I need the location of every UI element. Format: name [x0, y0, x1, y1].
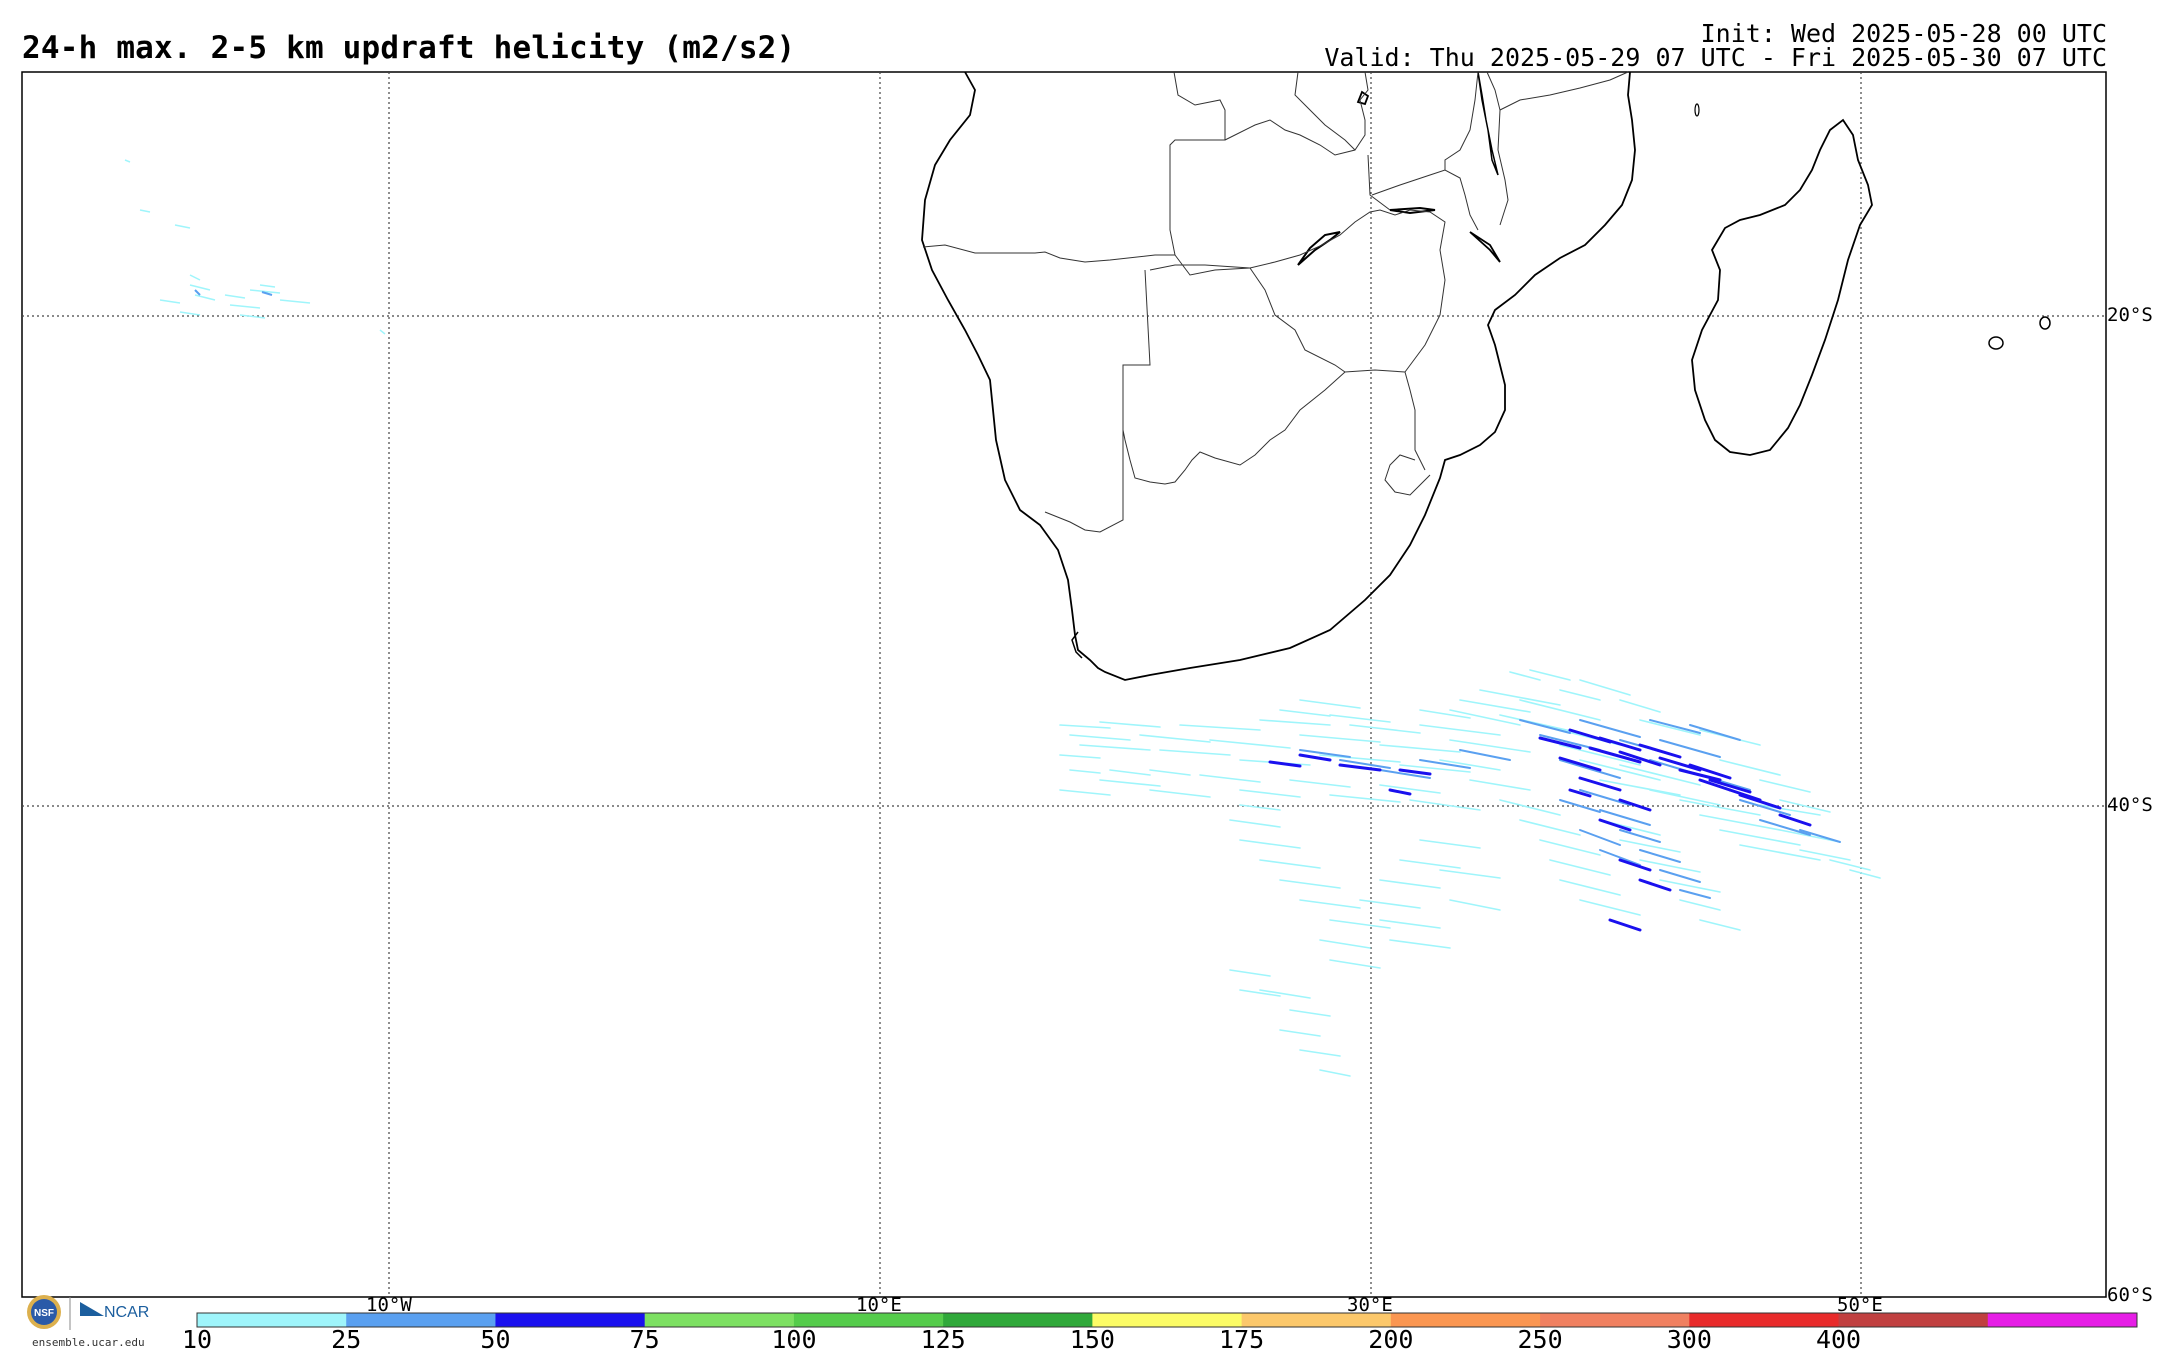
colorbar-swatch [1838, 1313, 1989, 1327]
colorbar-tick-label: 25 [331, 1325, 362, 1354]
lake-mweru [1469, 231, 1501, 263]
lake-tanganyika-end [1356, 90, 1370, 106]
colorbar-tick-label: 175 [1219, 1325, 1265, 1354]
colorbar-swatch [197, 1313, 347, 1327]
colorbar-tick-label: 100 [771, 1325, 817, 1354]
colorbar-swatch [1987, 1313, 2138, 1327]
africa-coastline [921, 71, 1636, 681]
lon-label-50e: 50°E [1837, 1294, 1883, 1316]
svg-text:NCAR: NCAR [104, 1304, 149, 1321]
country-borders [922, 71, 1629, 533]
chart-title: 24-h max. 2-5 km updraft helicity (m2/s2… [22, 30, 796, 66]
lon-label-30e: 30°E [1347, 1294, 1393, 1316]
helicity-swaths-northwest-blue [194, 289, 273, 296]
colorbar-swatch [346, 1313, 496, 1327]
lake-kariba [1297, 231, 1341, 266]
colorbar-tick-label: 400 [1815, 1325, 1862, 1354]
colorbar-tick-label: 10 [181, 1325, 213, 1354]
island-mauritius [1988, 336, 2004, 350]
colorbar-swatch [1241, 1313, 1392, 1327]
logo-url: ensemble.ucar.edu [32, 1336, 145, 1349]
colorbar-swatch [495, 1313, 646, 1327]
colorbar-tick-label: 50 [480, 1325, 511, 1354]
island-reunion [2039, 316, 2051, 330]
colorbar-frame [196, 1312, 2138, 1328]
nsf-logo-icon: NSF [27, 1295, 61, 1329]
lat-label-60s: 60°S [2107, 1284, 2153, 1306]
colorbar-tick-label: 150 [1069, 1325, 1115, 1354]
map-frame [21, 71, 2107, 1298]
valid-time: Valid: Thu 2025-05-29 07 UTC - Fri 2025-… [1324, 43, 2107, 72]
lon-label-10w: 10°W [366, 1294, 412, 1316]
colorbar-tick-label: 300 [1666, 1325, 1712, 1354]
helicity-swaths-northwest [124, 159, 386, 335]
lon-label-10e: 10°E [856, 1294, 902, 1316]
colorbar-swatch [1092, 1313, 1243, 1327]
colorbar-tick-label: 200 [1368, 1325, 1414, 1354]
lat-label-20s: 20°S [2107, 304, 2153, 326]
colorbar-swatch [644, 1313, 795, 1327]
ncar-logo-icon: NCAR [80, 1302, 149, 1321]
colorbar-swatch [1540, 1313, 1690, 1327]
lat-label-40s: 40°S [2107, 794, 2153, 816]
colorbar-tick-label: 250 [1517, 1325, 1563, 1354]
colorbar-swatch [1390, 1313, 1541, 1327]
colorbar-swatch [1689, 1313, 1840, 1327]
lake-malawi [1477, 71, 1499, 176]
colorbar-swatch [793, 1313, 944, 1327]
logo-block: NSF NCAR [27, 1295, 149, 1330]
island-comoros [1694, 103, 1700, 117]
colorbar-swatch [943, 1313, 1093, 1327]
colorbar-tick-label: 125 [920, 1325, 966, 1354]
cape-peninsula [1071, 631, 1083, 659]
helicity-swaths [1059, 669, 1881, 1077]
madagascar-coastline [1691, 118, 1873, 456]
colorbar-tick-label: 75 [629, 1325, 660, 1354]
svg-text:NSF: NSF [34, 1308, 54, 1319]
init-time: Init: Wed 2025-05-28 00 UTC [1700, 19, 2107, 48]
